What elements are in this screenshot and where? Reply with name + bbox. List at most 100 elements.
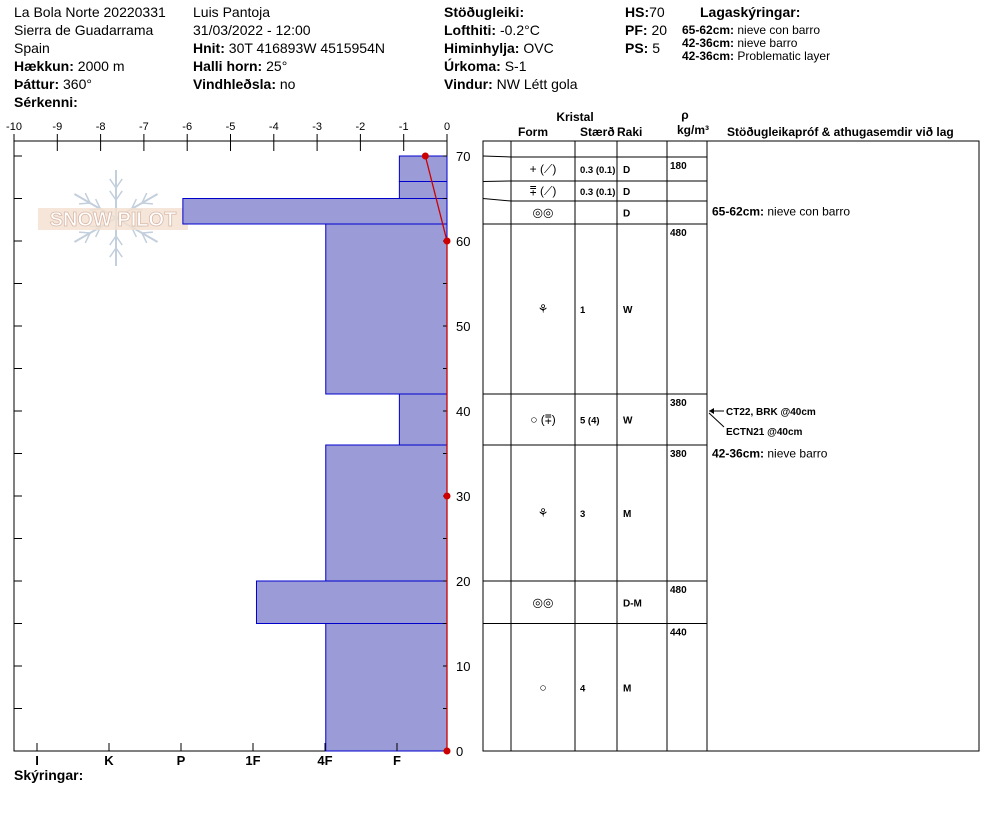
layer-grain-form: ○ (⩱) [530,413,556,427]
temperature-point [443,237,451,245]
height-tick-label: 0 [456,744,463,759]
legend-text: nieve barro [737,36,798,50]
layer-leader-line [482,155,512,158]
hardness-bar [398,155,448,182]
height-tick-label: 50 [456,319,470,334]
temp-tick-label: -3 [312,121,322,133]
hs-label: HS: [625,4,650,20]
height-tick-label: 60 [456,234,470,249]
sky-value: OVC [523,40,554,56]
watermark-snowflake-branch [109,190,117,201]
layer-leader-line [482,180,512,182]
layer-density: 180 [670,161,687,172]
layer-grain-form: ○ [539,680,546,694]
watermark-text: SNOW PILOT [50,209,177,231]
pf-value: 20 [651,22,668,38]
coords-label: Hnit: [193,40,225,56]
hs: HS:70 [625,4,665,20]
height-tick-label: 70 [456,149,470,164]
layer-grain-form: ⚘ [538,302,549,316]
height-tick-label: 30 [456,489,470,504]
height-tick-label: 10 [456,659,470,674]
elevation-value: 2000 m [77,58,125,74]
watermark-snowflake-branch [78,202,91,205]
header-rho: ρ [681,108,688,122]
temperature-point [421,152,429,160]
header-moisture: Raki [617,125,642,139]
temperature-point [443,747,451,755]
test-result: CT22, BRK @40cm [726,407,816,418]
layer-moisture: M [623,509,631,520]
aspect: Þáttur: 360° [14,76,92,92]
layer-grain-size: 3 [580,509,585,520]
legend-range: 42-36cm: [682,49,735,63]
legend-text: Problematic layer [737,49,831,63]
layer-grain-size: 1 [580,305,586,316]
temp-tick-label: -2 [356,121,366,133]
air-temp-label: Lofthiti: [444,22,497,38]
ps-label: PS: [625,40,649,56]
hardness-bar [182,198,448,225]
legend-item: 65-62cm: nieve con barro [682,24,820,37]
layer-comment-text: nieve con barro [767,204,850,218]
wind-label: Vindur: [444,76,493,92]
hardness-tick-label: F [393,753,401,768]
layer-moisture: W [623,416,633,427]
layer-grain-form: ⩱ (⟋) [530,184,557,198]
slope: Halli horn: 25° [193,58,287,74]
layer-moisture: D [623,209,630,220]
air-temp: Lofthiti: -0.2°C [444,22,540,38]
watermark-band [38,208,188,230]
temp-tick-label: -5 [226,121,236,133]
coords-value: 30T 416893W 4515954N [228,40,385,56]
temp-tick-label: -4 [269,121,279,133]
layer-grain-form: ◎◎ [533,206,554,220]
layer-moisture: D [623,187,630,198]
wind-value: NW Létt gola [496,76,578,92]
layer-comment: 65-62cm: nieve con barro [712,204,850,218]
sky-label: Himinhylja: [444,40,520,56]
ps: PS: 5 [625,40,660,56]
watermark-snowflake-branch [109,247,117,258]
watermark-snowflake-branch [84,192,91,204]
header-density-unit: kg/m³ [677,123,709,137]
watermark-snowflake-branch [115,178,123,189]
hardness-tick-label: 4F [317,753,332,768]
stability-label: Stöðugleiki: [444,4,525,20]
hardness-tick-label: P [177,753,186,768]
legend-title: Lagaskýringar: [700,4,801,20]
layer-comment-text: nieve barro [767,447,827,461]
watermark-snowflake-branch [84,232,91,244]
watermark-snowflake-branch [78,231,91,234]
hardness-bar [325,623,448,752]
slope-label: Halli horn: [193,58,263,74]
watermark-snowflake-branch [94,198,102,210]
layer-grain-size: 0.3 (0.1) [580,187,615,198]
legend-text: nieve con barro [737,23,821,37]
ps-value: 5 [652,40,661,56]
legend-item: 42-36cm: Problematic layer [682,50,830,63]
watermark-snowflake-branch [115,247,123,258]
hardness-bar [398,181,448,199]
temp-tick-label: -1 [399,121,409,133]
test-result: ECTN21 @40cm [726,427,803,438]
watermark-snowflake-branch [141,232,148,244]
layer-grain-size: 4 [580,683,586,694]
layer-density: 480 [670,585,687,596]
pf: PF: 20 [625,22,667,38]
features-label: Sérkenni: [14,94,78,110]
hardness-bar [325,444,448,582]
site-name: La Bola Norte 20220331 [14,4,166,20]
temp-tick-label: -6 [182,121,192,133]
datetime: 31/03/2022 - 12:00 [193,22,311,38]
layer-moisture: D-M [623,598,642,609]
temp-tick-label: -7 [139,121,149,133]
country: Spain [14,40,50,56]
coords: Hnit: 30T 416893W 4515954N [193,40,385,56]
legend-range: 42-36cm: [682,36,735,50]
watermark-snowflake-branch [115,190,123,201]
aspect-label: Þáttur: [14,76,60,92]
hardness-bar [325,223,448,395]
test-arrowhead [709,408,714,414]
temp-tick-label: 0 [444,121,450,133]
